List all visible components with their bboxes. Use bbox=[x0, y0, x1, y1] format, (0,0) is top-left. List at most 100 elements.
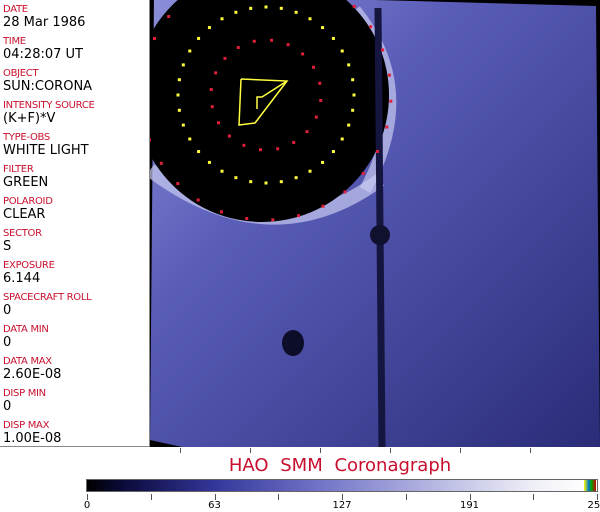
field-intensity-source: INTENSITY SOURCE (K+F)*V bbox=[3, 100, 95, 126]
field-disp-min: DISP MIN 0 bbox=[3, 388, 46, 414]
colorbar bbox=[86, 479, 598, 492]
yellow-marker-dot bbox=[188, 49, 192, 53]
field-spacecraft-roll: SPACECRAFT ROLL 0 bbox=[3, 292, 92, 318]
yellow-marker-dot bbox=[279, 6, 283, 10]
yellow-marker-dot bbox=[351, 108, 355, 112]
colorbar-tick bbox=[533, 494, 535, 500]
red-marker-dot bbox=[385, 125, 389, 129]
yellow-marker-dot bbox=[220, 17, 224, 21]
red-marker-dot bbox=[321, 204, 325, 208]
red-marker-dot bbox=[209, 88, 213, 92]
field-value: SUN:CORONA bbox=[3, 79, 93, 94]
yellow-marker-dot bbox=[308, 17, 312, 21]
colorbar-tick bbox=[342, 494, 343, 500]
colorbar-tick-label: 191 bbox=[459, 500, 480, 511]
image-axis-tick bbox=[530, 448, 531, 453]
yellow-marker-dot bbox=[207, 26, 211, 30]
field-value: 28 Mar 1986 bbox=[3, 15, 86, 30]
yellow-marker-dot bbox=[188, 137, 192, 141]
red-marker-dot bbox=[286, 43, 290, 47]
image-axis-tick bbox=[180, 448, 181, 453]
field-time: TIME 04:28:07 UT bbox=[3, 36, 83, 62]
yellow-marker-dot bbox=[340, 137, 344, 141]
field-value: GREEN bbox=[3, 175, 49, 190]
red-marker-dot bbox=[214, 71, 218, 75]
red-marker-dot bbox=[216, 121, 220, 125]
red-marker-dot bbox=[167, 15, 171, 19]
red-marker-dot bbox=[301, 52, 305, 56]
field-date: DATE 28 Mar 1986 bbox=[3, 4, 85, 30]
red-marker-dot bbox=[369, 25, 373, 29]
field-value: WHITE LIGHT bbox=[3, 143, 89, 158]
image-title: HAO SMM Coronagraph bbox=[228, 455, 452, 476]
yellow-marker-dot bbox=[347, 123, 351, 127]
field-label: TYPE-OBS bbox=[3, 132, 50, 143]
field-type-obs: TYPE-OBS WHITE LIGHT bbox=[3, 132, 89, 158]
red-marker-dot bbox=[305, 130, 309, 134]
field-value: (K+F)*V bbox=[3, 111, 56, 126]
field-filter: FILTER GREEN bbox=[3, 164, 48, 190]
yellow-marker-dot bbox=[181, 123, 185, 127]
dust-spot bbox=[282, 330, 304, 356]
red-marker-dot bbox=[159, 161, 163, 165]
red-marker-dot bbox=[259, 148, 263, 152]
colorbar-overflow-colors bbox=[584, 480, 596, 491]
red-marker-dot bbox=[276, 147, 280, 151]
yellow-marker-dot bbox=[294, 10, 298, 14]
field-value: CLEAR bbox=[3, 207, 46, 222]
red-marker-dot bbox=[376, 149, 380, 153]
field-value: 1.00E-08 bbox=[3, 431, 62, 446]
field-polaroid: POLAROID CLEAR bbox=[3, 196, 53, 222]
yellow-marker-dot bbox=[220, 169, 224, 173]
yellow-marker-dot bbox=[197, 150, 201, 154]
red-marker-dot bbox=[227, 134, 231, 138]
colorbar-tick-label: 0 bbox=[83, 500, 91, 511]
field-label: DATA MAX bbox=[3, 356, 52, 367]
red-marker-dot bbox=[219, 210, 223, 214]
colorbar-tick bbox=[87, 494, 88, 500]
red-marker-dot bbox=[152, 37, 156, 41]
field-disp-max: DISP MAX 1.00E-08 bbox=[3, 420, 61, 446]
colorbar-tick-label: 63 bbox=[208, 500, 221, 511]
yellow-marker-dot bbox=[264, 5, 268, 9]
red-marker-dot bbox=[269, 38, 273, 42]
field-object: OBJECT SUN:CORONA bbox=[3, 68, 92, 94]
red-marker-dot bbox=[223, 56, 227, 60]
red-marker-dot bbox=[271, 218, 275, 222]
red-marker-dot bbox=[352, 4, 356, 8]
field-value: 0 bbox=[3, 399, 12, 414]
yellow-marker-dot bbox=[331, 36, 335, 40]
yellow-marker-dot bbox=[308, 169, 312, 173]
colorbar-tick bbox=[214, 494, 216, 500]
image-axis-tick bbox=[250, 448, 251, 453]
field-label: SECTOR bbox=[3, 228, 42, 239]
red-marker-dot bbox=[297, 214, 301, 218]
coronagraph-image-svg bbox=[135, 0, 600, 448]
yellow-marker-dot bbox=[351, 78, 355, 82]
red-marker-dot bbox=[318, 81, 322, 85]
yellow-marker-dot bbox=[340, 49, 344, 53]
yellow-marker-dot bbox=[294, 176, 298, 180]
red-marker-dot bbox=[242, 143, 246, 147]
red-marker-dot bbox=[147, 138, 151, 142]
pylon-knob bbox=[370, 225, 390, 245]
field-value: S bbox=[3, 239, 12, 254]
sun-center-marker-inner bbox=[256, 80, 288, 109]
red-marker-dot bbox=[236, 45, 240, 49]
field-value: 0 bbox=[3, 335, 12, 350]
field-label: OBJECT bbox=[3, 68, 39, 79]
yellow-marker-dot bbox=[347, 63, 351, 67]
colorbar-tick bbox=[597, 494, 598, 500]
red-marker-dot bbox=[381, 48, 385, 52]
colorbar-tick bbox=[405, 494, 407, 500]
yellow-marker-dot bbox=[321, 160, 325, 164]
field-label: DISP MIN bbox=[3, 388, 46, 399]
red-marker-dot bbox=[292, 141, 296, 145]
sun-center-marker bbox=[238, 78, 289, 126]
colorbar-tick bbox=[150, 494, 152, 500]
coronagraph-image bbox=[135, 0, 600, 448]
red-marker-dot bbox=[387, 73, 391, 77]
red-marker-dot bbox=[389, 99, 393, 103]
yellow-marker-dot bbox=[331, 150, 335, 154]
yellow-marker-dot bbox=[207, 160, 211, 164]
